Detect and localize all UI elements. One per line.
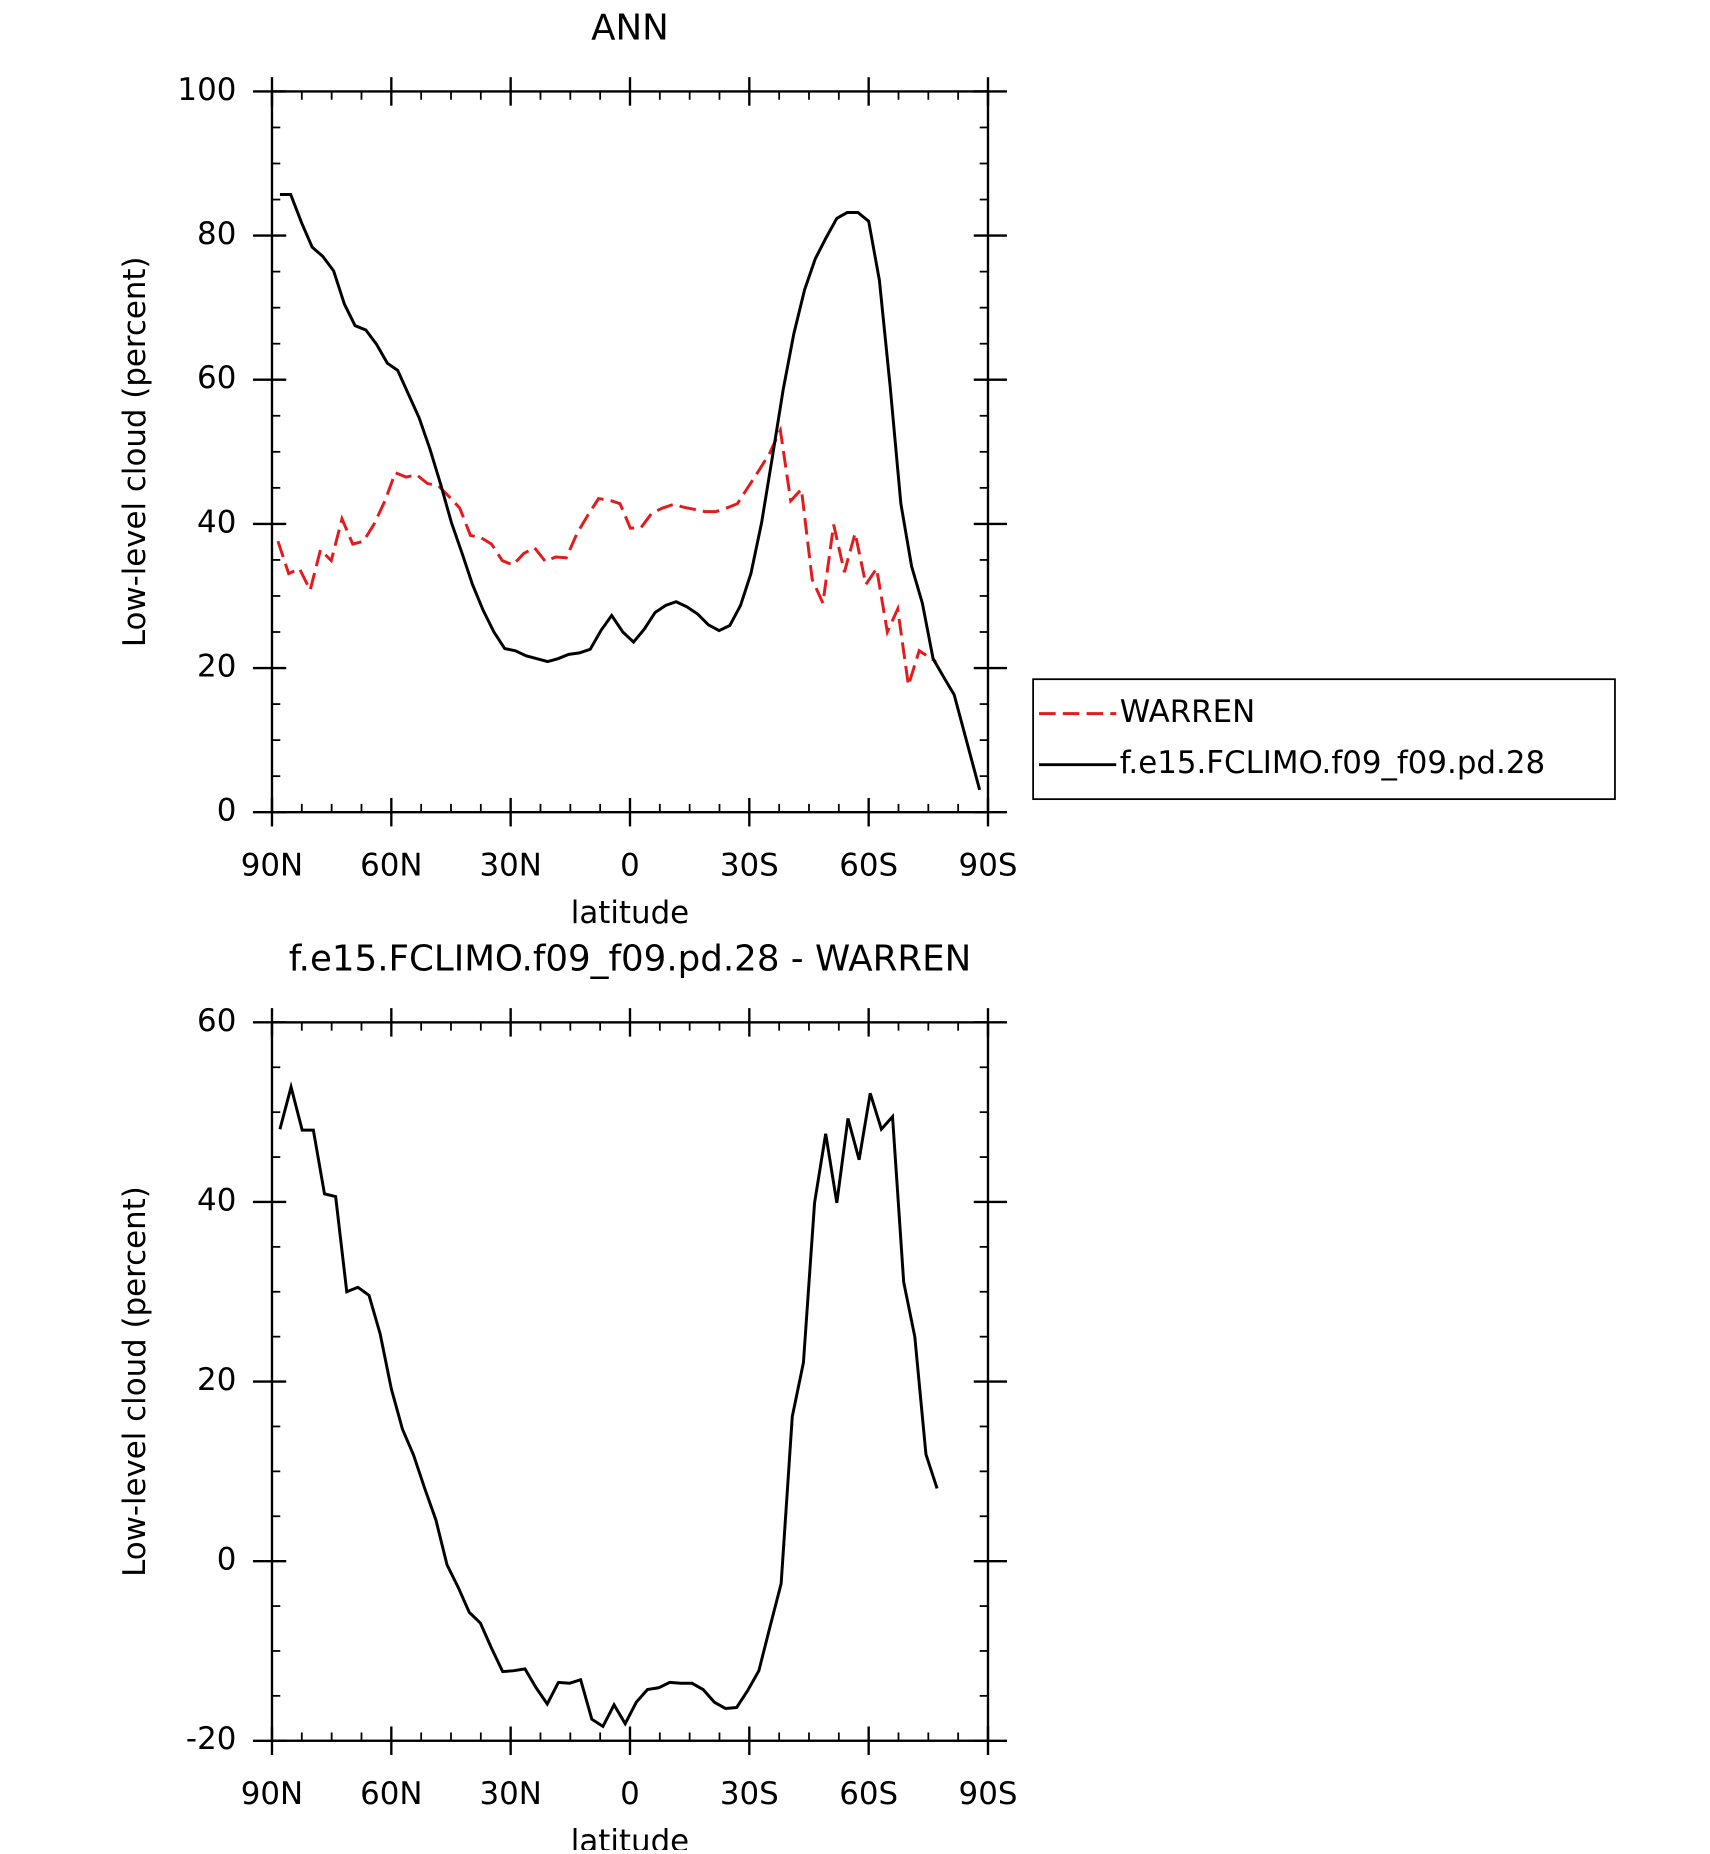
y-tick-label: 40 bbox=[197, 504, 236, 540]
x-tick-label: 90S bbox=[959, 1776, 1018, 1812]
x-tick-label: 30N bbox=[479, 1776, 541, 1812]
y-tick-label: 0 bbox=[217, 793, 237, 829]
x-tick-label: 30N bbox=[479, 847, 541, 883]
x-tick-label: 60N bbox=[360, 1776, 422, 1812]
data-line bbox=[279, 193, 982, 791]
x-tick-label: 90N bbox=[241, 847, 303, 883]
x-tick-label: 60N bbox=[360, 847, 422, 883]
y-axis-label: Low-level cloud (percent) bbox=[117, 256, 153, 647]
y-tick-label: 20 bbox=[197, 1362, 236, 1398]
x-tick-label: 90N bbox=[241, 1776, 303, 1812]
x-axis-label: latitude bbox=[571, 895, 689, 931]
y-tick-label: 40 bbox=[197, 1182, 236, 1218]
y-tick-label: 20 bbox=[197, 649, 236, 685]
x-tick-label: 60S bbox=[839, 1776, 898, 1812]
y-tick-label: -20 bbox=[186, 1721, 236, 1757]
y-tick-label: 100 bbox=[177, 72, 236, 108]
x-tick-label: 0 bbox=[620, 847, 640, 883]
x-tick-label: 90S bbox=[959, 847, 1018, 883]
plot-frame bbox=[270, 90, 990, 814]
y-tick-label: 60 bbox=[197, 1003, 236, 1039]
y-tick-label: 0 bbox=[217, 1542, 237, 1578]
x-tick-label: 0 bbox=[620, 1776, 640, 1812]
legend-label: f.e15.FCLIMO.f09_f09.pd.28 bbox=[1120, 745, 1545, 781]
y-tick-label: 60 bbox=[197, 360, 236, 396]
y-tick-label: 80 bbox=[197, 216, 236, 252]
legend-label: WARREN bbox=[1120, 694, 1255, 730]
data-line bbox=[278, 1081, 939, 1729]
x-tick-label: 30S bbox=[720, 1776, 779, 1812]
legend-box bbox=[1032, 678, 1616, 801]
x-tick-label: 30S bbox=[720, 847, 779, 883]
x-axis-label: latitude bbox=[571, 1823, 689, 1850]
chart-title: f.e15.FCLIMO.f09_f09.pd.28 - WARREN bbox=[289, 939, 972, 980]
data-line bbox=[276, 425, 937, 686]
chart-title: ANN bbox=[591, 8, 669, 49]
y-axis-label: Low-level cloud (percent) bbox=[117, 1186, 153, 1577]
x-tick-label: 60S bbox=[839, 847, 898, 883]
